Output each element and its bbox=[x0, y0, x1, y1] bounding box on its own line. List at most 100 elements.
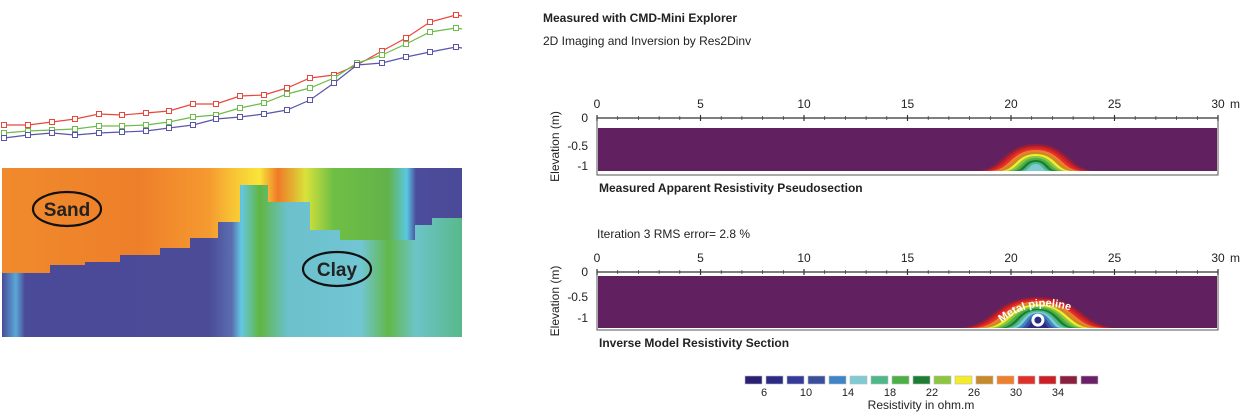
clay-label: Clay bbox=[301, 250, 373, 288]
data-point bbox=[213, 101, 219, 107]
x-tick-label: 5 bbox=[697, 97, 704, 111]
data-point bbox=[1, 122, 7, 128]
y-tick-label: 0 bbox=[581, 265, 588, 279]
data-point bbox=[96, 123, 102, 129]
data-point bbox=[72, 116, 78, 122]
x-tick-label: 15 bbox=[901, 251, 915, 265]
legend-title: Resistivity in ohm.m bbox=[868, 398, 975, 412]
data-point bbox=[25, 132, 31, 138]
data-point bbox=[403, 35, 409, 41]
legend-swatch bbox=[828, 375, 847, 385]
legend-swatch bbox=[975, 375, 994, 385]
x-tick-label: 0 bbox=[594, 251, 601, 265]
data-point bbox=[25, 122, 31, 128]
x-unit-label: m bbox=[1230, 97, 1240, 111]
data-point bbox=[307, 97, 313, 103]
rms-error-note: Iteration 3 RMS error= 2.8 % bbox=[597, 227, 750, 241]
legend-tick-label: 34 bbox=[1052, 387, 1064, 399]
legend-swatch bbox=[786, 375, 805, 385]
line-series-1 bbox=[1, 12, 463, 128]
x-tick-label: 20 bbox=[1004, 251, 1018, 265]
pseudosection-title: Measured Apparent Resistivity Pseudosect… bbox=[599, 181, 863, 195]
data-point bbox=[1, 130, 7, 136]
y-tick-label: -0.5 bbox=[567, 139, 588, 153]
inverse-model-panel: 0 5 10 15 20 25 30 m 0 -0.5 -1 Elevation (m) bbox=[548, 251, 1240, 336]
data-point bbox=[453, 44, 459, 50]
data-point bbox=[261, 111, 267, 117]
data-point bbox=[237, 93, 243, 99]
data-point bbox=[331, 80, 337, 86]
data-point bbox=[119, 129, 125, 135]
legend-tick-label: 22 bbox=[926, 387, 938, 399]
figure-title: Measured with CMD-Mini Explorer bbox=[543, 11, 737, 25]
y-tick-label: 0 bbox=[581, 111, 588, 125]
data-point bbox=[284, 85, 290, 91]
x-tick-label: 15 bbox=[901, 97, 915, 111]
data-point bbox=[96, 111, 102, 117]
data-point bbox=[307, 85, 313, 91]
data-point bbox=[143, 128, 149, 134]
data-point bbox=[190, 101, 196, 107]
legend-swatch bbox=[933, 375, 952, 385]
legend-swatch bbox=[849, 375, 868, 385]
data-point bbox=[143, 110, 149, 116]
data-point bbox=[331, 75, 337, 81]
legend-tick-label: 6 bbox=[761, 387, 767, 399]
color-legend: 6 10 14 18 22 26 30 34 bbox=[744, 375, 1099, 399]
data-point bbox=[166, 125, 172, 131]
data-point bbox=[190, 114, 196, 120]
data-point bbox=[427, 29, 433, 35]
elevation-line-chart bbox=[1, 12, 463, 141]
y-axis-label: Elevation (m) bbox=[548, 266, 562, 337]
x-tick-label: 30 bbox=[1211, 97, 1225, 111]
data-point bbox=[72, 132, 78, 138]
svg-text:Clay: Clay bbox=[317, 260, 358, 281]
data-point bbox=[119, 112, 125, 118]
data-point bbox=[96, 130, 102, 136]
x-unit-label: m bbox=[1230, 251, 1240, 265]
pseudosection-panel: 0 5 10 15 20 25 30 m 0 -0.5 -1 Elevation (m) bbox=[548, 97, 1240, 182]
data-point bbox=[379, 60, 385, 66]
data-point bbox=[190, 122, 196, 128]
legend-swatch bbox=[912, 375, 931, 385]
resistivity-background bbox=[598, 276, 1217, 328]
data-point bbox=[427, 19, 433, 25]
y-tick-label: -0.5 bbox=[567, 290, 588, 304]
legend-swatch bbox=[1080, 375, 1099, 385]
line-series-3 bbox=[1, 44, 463, 141]
svg-text:Sand: Sand bbox=[44, 200, 90, 221]
data-point bbox=[237, 114, 243, 120]
legend-swatch bbox=[765, 375, 784, 385]
legend-tick-label: 26 bbox=[968, 387, 980, 399]
series-line bbox=[4, 14, 457, 126]
figure-subtitle: 2D Imaging and Inversion by Res2Dinv bbox=[543, 34, 751, 48]
resistivity-background bbox=[598, 128, 1217, 171]
data-point bbox=[143, 122, 149, 128]
data-point bbox=[453, 12, 459, 18]
x-tick-label: 25 bbox=[1108, 251, 1122, 265]
data-point bbox=[453, 25, 459, 31]
data-point bbox=[237, 105, 243, 111]
legend-swatch bbox=[891, 375, 910, 385]
x-tick-label: 0 bbox=[594, 97, 601, 111]
x-tick-label: 20 bbox=[1004, 97, 1018, 111]
inverse-section-title: Inverse Model Resistivity Section bbox=[599, 336, 789, 350]
data-point bbox=[379, 52, 385, 58]
data-point bbox=[354, 62, 360, 68]
pipe-marker bbox=[1031, 313, 1045, 327]
legend-swatch bbox=[807, 375, 826, 385]
legend-tick-label: 18 bbox=[884, 387, 896, 399]
legend-tick-label: 14 bbox=[842, 387, 854, 399]
x-tick-label: 10 bbox=[797, 97, 811, 111]
data-point bbox=[307, 75, 313, 81]
anomaly-contour bbox=[1023, 164, 1049, 171]
sand-region bbox=[2, 168, 462, 273]
data-point bbox=[427, 49, 433, 55]
series-line bbox=[3, 46, 457, 139]
series-line bbox=[3, 27, 457, 134]
legend-tick-label: 10 bbox=[800, 387, 812, 399]
data-point bbox=[403, 54, 409, 60]
data-point bbox=[119, 123, 125, 129]
x-tick-label: 5 bbox=[697, 251, 704, 265]
